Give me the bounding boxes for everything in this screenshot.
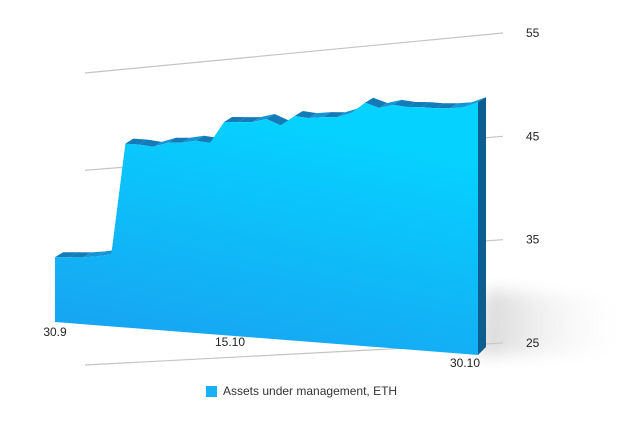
floor-shadow: [478, 290, 634, 355]
y-tick-label: 25: [526, 336, 540, 350]
chart-shadow: [478, 290, 634, 355]
area-top-segment: [407, 102, 430, 108]
area-top-segment: [139, 139, 162, 147]
area-top-segment: [379, 99, 402, 108]
x-axis: 30.9 15.10 30.10: [43, 325, 480, 370]
area-top-segment: [337, 108, 360, 118]
x-tick-label: 15.10: [215, 335, 245, 349]
area-top-segment: [83, 251, 106, 258]
area-top-segment: [393, 99, 416, 108]
area-top-segment: [167, 137, 190, 143]
area-top-segment: [449, 102, 472, 109]
x-tick-label: 30.9: [43, 325, 67, 339]
area-top-segment: [365, 97, 388, 108]
legend[interactable]: Assets under management, ETH: [206, 384, 397, 398]
area-top-segment: [322, 112, 345, 118]
area-top-segment: [463, 97, 486, 108]
y-tick-label: 45: [526, 129, 540, 143]
area-top-segment: [125, 138, 148, 145]
area-side-face: [478, 97, 486, 356]
area-top-segment: [421, 102, 444, 109]
area-top-segment: [153, 137, 176, 147]
area-front-face: [55, 102, 478, 355]
y-axis: 25 35 45 55: [526, 26, 540, 350]
area-top-segment: [238, 117, 261, 123]
area-top-segment: [55, 252, 78, 258]
area-top-segment: [266, 114, 289, 126]
y-tick-label: 35: [526, 233, 540, 247]
area-series: [55, 97, 486, 356]
area-top-segment: [224, 117, 247, 123]
area-top-segment: [181, 135, 204, 143]
legend-label: Assets under management, ETH: [223, 384, 398, 398]
area-top-segment: [252, 114, 275, 123]
x-tick-label: 30.10: [450, 356, 480, 370]
y-tick-label: 55: [526, 26, 540, 40]
area-top-segment: [308, 112, 331, 119]
area-top-segment: [435, 103, 458, 109]
area-top-segment: [69, 252, 92, 258]
gridline-55: [84, 32, 504, 74]
area-top-segment: [294, 111, 317, 119]
legend-swatch: [206, 385, 217, 397]
